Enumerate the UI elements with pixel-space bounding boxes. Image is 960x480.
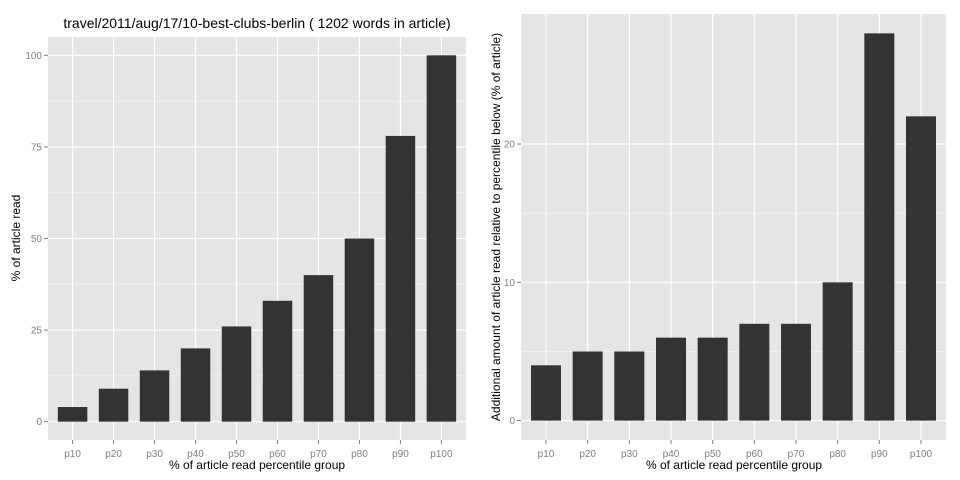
left-chart-y-axis-title: % of article read (9, 195, 23, 282)
right-chart-x-tick-label: p40 (663, 449, 680, 460)
left-chart-bar-p100 (426, 55, 457, 422)
left-chart-bar-p70 (303, 275, 334, 422)
left-chart-bar-p10 (57, 407, 88, 422)
left-chart-x-tick-label: p20 (105, 449, 122, 460)
right-chart-bar-p50 (697, 337, 728, 421)
left-chart-y-tick-label: 50 (31, 234, 43, 245)
left-chart-x-tick-label: p90 (392, 449, 409, 460)
right-chart-bar-p90 (864, 33, 895, 421)
right-chart-bar-p10 (531, 365, 561, 421)
left-chart-x-tick-label: p10 (64, 449, 81, 460)
right-chart-x-tick-label: p10 (538, 449, 555, 460)
left-chart-bar-p90 (385, 135, 416, 422)
right-chart-bar-p70 (781, 323, 811, 421)
right-chart-x-tick-label: p30 (621, 449, 638, 460)
right-chart-x-tick-label: p90 (871, 449, 888, 460)
right-chart-y-tick-label: 0 (509, 416, 515, 427)
left-chart-x-tick-label: p100 (430, 449, 453, 460)
left-chart-bar-p40 (180, 348, 211, 422)
right-chart-y-axis-title: Additional amount of article read relati… (489, 33, 503, 421)
right-chart-x-tick-label: p50 (704, 449, 721, 460)
right-chart-x-tick-label: p60 (746, 449, 763, 460)
left-chart-title: travel/2011/aug/17/10-best-clubs-berlin … (63, 15, 450, 31)
left-chart-bar-p50 (221, 326, 252, 422)
left-chart-x-tick-label: p30 (146, 449, 163, 460)
left-chart-x-tick-label: p60 (269, 449, 286, 460)
right-chart-panel: % of article read percentile group Addit… (489, 14, 946, 472)
left-chart-x-tick-label: p40 (187, 449, 204, 460)
right-chart-bar-p40 (656, 337, 686, 421)
left-chart-panel: travel/2011/aug/17/10-best-clubs-berlin … (9, 15, 466, 472)
left-chart-y-tick-label: 75 (31, 142, 43, 153)
right-chart-x-tick-label: p70 (788, 449, 805, 460)
right-chart-y-tick-label: 20 (504, 140, 516, 151)
right-chart-bar-p60 (739, 323, 770, 421)
left-chart-bar-p30 (139, 370, 170, 422)
left-chart-y-tick-label: 25 (31, 326, 43, 337)
right-chart-bar-p30 (614, 351, 645, 421)
left-chart-y-tick-label: 100 (25, 51, 42, 62)
right-chart-bar-p20 (572, 351, 603, 421)
right-chart-bar-p100 (906, 116, 936, 421)
right-chart-y-tick-label: 10 (504, 278, 516, 289)
right-chart-x-tick-label: p20 (579, 449, 596, 460)
left-chart-x-tick-label: p80 (351, 449, 368, 460)
left-chart-bar-p60 (262, 300, 293, 422)
left-chart-x-tick-label: p70 (310, 449, 327, 460)
left-chart-bar-p20 (98, 388, 129, 422)
left-chart-bar-p80 (344, 238, 375, 422)
right-chart-x-tick-label: p80 (829, 449, 846, 460)
right-chart-bar-p80 (822, 282, 853, 421)
left-chart-x-tick-label: p50 (228, 449, 245, 460)
left-chart-y-tick-label: 0 (36, 417, 42, 428)
right-chart-x-tick-label: p100 (910, 449, 933, 460)
left-chart-x-axis-title: % of article read percentile group (169, 458, 345, 472)
right-chart-x-axis-title: % of article read percentile group (646, 458, 822, 472)
